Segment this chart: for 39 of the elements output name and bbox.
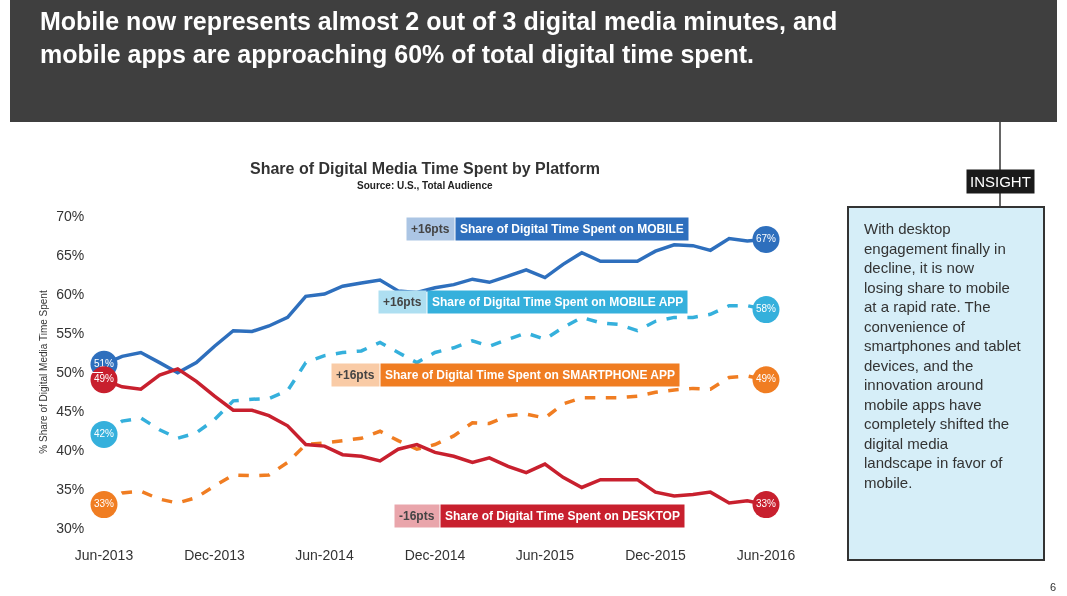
x-tick-label: Dec-2015 (625, 546, 687, 563)
data-label: 33% (755, 498, 777, 510)
y-tick-label: 35% (56, 480, 85, 497)
x-tick-label: Jun-2015 (515, 546, 575, 563)
text: 6 (1050, 581, 1057, 593)
source-note: Source: U.S., Total Audience (357, 180, 494, 191)
text: With desktop engagement finally in decline, it is now losing share to mobile at a rapid rate. The convenience of smartphones and tablet devices, and the innovation around mobile apps have completely shifted the digital media landscape in favor of mobile. (864, 220, 1021, 491)
series-label: Share of Digital Time Spent on MOBILE APP (432, 295, 684, 309)
x-tick-label: Dec-2014 (404, 546, 466, 563)
y-tick-label: 45% (56, 402, 85, 419)
y-tick-label: 55% (56, 324, 85, 341)
y-tick-label: 40% (56, 441, 85, 458)
series-label: Share of Digital Time Spent on SMARTPHONE APP (385, 368, 676, 382)
text: INSIGHT (970, 173, 1031, 190)
x-tick-label: Jun-2013 (74, 546, 134, 563)
annotation: +16pts (411, 222, 450, 236)
annotation: +16pts (383, 295, 422, 309)
series-label: Share of Digital Time Spent on DESKTOP (445, 509, 680, 523)
data-label: 51% (93, 357, 115, 369)
data-label: 42% (93, 427, 115, 439)
annotation: -16pts (399, 509, 435, 523)
y-tick-label: 60% (56, 285, 85, 302)
annotation: +16pts (336, 368, 375, 382)
x-tick-label: Jun-2016 (736, 546, 796, 563)
y-axis-title: % Share of Digital Media Time Spent (38, 290, 50, 454)
y-tick-label: 50% (56, 363, 85, 380)
y-tick-label: 65% (56, 246, 85, 263)
chart-title: Mobile now represents almost 2 out of 3 digital media minutes, and mobile apps are approaching 60% of total digital time spent. (40, 7, 838, 68)
series-label: Share of Digital Time Spent on MOBILE (460, 222, 684, 236)
y-tick-label: 70% (56, 207, 85, 224)
data-label: 58% (755, 303, 777, 315)
x-tick-label: Jun-2014 (295, 546, 354, 563)
chart-subtitle: Share of Digital Media Time Spent by Platform (250, 160, 600, 177)
data-label: 67% (755, 232, 777, 244)
data-label: 33% (93, 498, 115, 510)
x-tick-label: Dec-2013 (184, 546, 246, 563)
data-label: 49% (755, 373, 777, 385)
y-tick-label: 30% (56, 519, 85, 536)
data-label: 49% (93, 373, 115, 385)
